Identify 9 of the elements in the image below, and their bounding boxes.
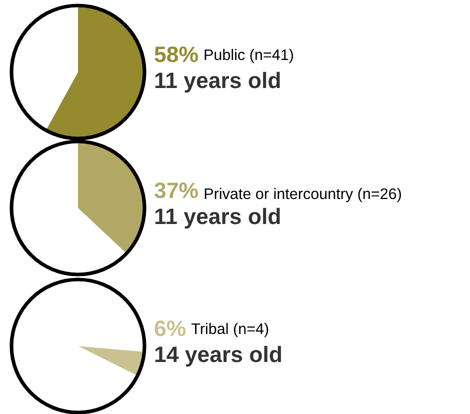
text: 14 years old <box>155 346 282 367</box>
slice-label: Private or intercountry (n=26) <box>204 188 401 202</box>
data-label: 6% <box>154 320 186 336</box>
data-label: 37% <box>154 182 198 198</box>
text: 11 years old <box>155 72 280 93</box>
slice-label: Tribal (n=4) <box>191 322 268 338</box>
text: 11 years old <box>155 208 280 229</box>
slice-label: Public (n=41) <box>204 48 293 64</box>
data-label: 58% <box>154 46 198 62</box>
